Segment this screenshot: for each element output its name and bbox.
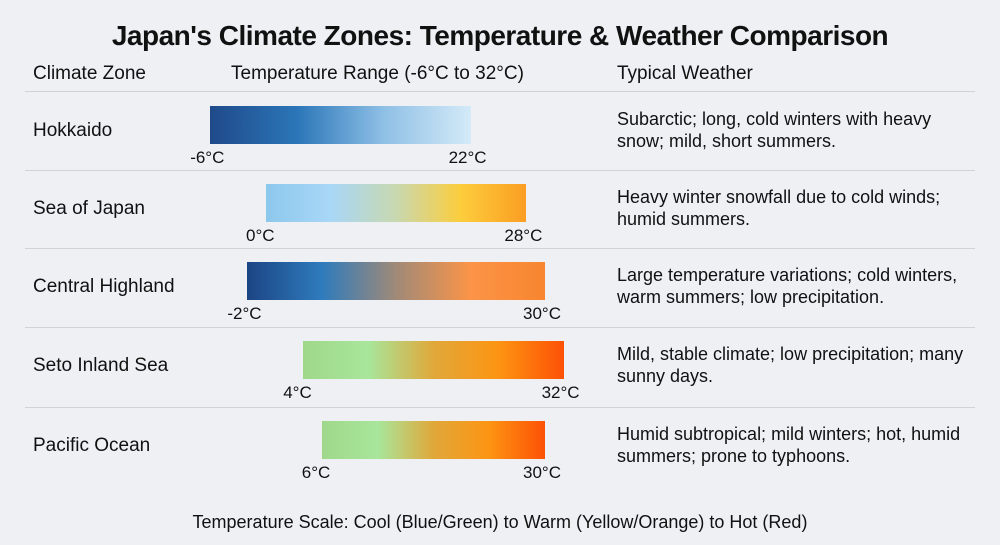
min-temp-label: -6°C: [190, 148, 225, 167]
row-divider: [25, 248, 975, 249]
typical-weather-text: Humid subtropical; mild winters; hot, hu…: [617, 424, 961, 466]
min-temp-label: 4°C: [283, 383, 312, 402]
zone-label: Hokkaido: [33, 120, 113, 141]
zone-label: Pacific Ocean: [33, 435, 151, 456]
header-climate-zone: Climate Zone: [33, 63, 146, 84]
typical-weather-text: Mild, stable climate; low precipitation;…: [617, 344, 964, 386]
temperature-range-bar: [210, 106, 471, 144]
header-divider: [25, 91, 975, 92]
temperature-range-bar: [303, 341, 564, 379]
header-temperature-range: Temperature Range (-6°C to 32°C): [231, 63, 524, 84]
max-temp-label: 28°C: [504, 226, 543, 245]
min-temp-label: -2°C: [227, 304, 262, 323]
max-temp-label: 30°C: [523, 463, 561, 482]
temperature-scale-note: Temperature Scale: Cool (Blue/Green) to …: [192, 512, 808, 532]
zone-label: Seto Inland Sea: [33, 355, 169, 376]
min-temp-label: 6°C: [301, 463, 331, 482]
temperature-range-bar: [321, 421, 545, 459]
row-divider: [25, 327, 975, 328]
min-temp-label: 0°C: [246, 226, 275, 245]
typical-weather-text: Large temperature variations; cold winte…: [617, 265, 958, 307]
zone-label: Sea of Japan: [33, 198, 145, 219]
typical-weather-text: Subarctic; long, cold winters with heavy…: [617, 109, 932, 151]
header-typical-weather: Typical Weather: [617, 63, 753, 84]
zone-label: Central Highland: [33, 276, 175, 297]
typical-weather-text: Heavy winter snowfall due to cold winds;…: [617, 187, 941, 229]
row-divider: [25, 170, 975, 171]
max-temp-label: 22°C: [448, 148, 487, 167]
max-temp-label: 32°C: [541, 383, 580, 402]
temperature-range-bar: [247, 262, 545, 300]
chart-title: Japan's Climate Zones: Temperature & Wea…: [111, 20, 889, 51]
temperature-range-bar: [266, 184, 527, 222]
row-divider: [25, 407, 975, 408]
max-temp-label: 30°C: [523, 304, 561, 323]
